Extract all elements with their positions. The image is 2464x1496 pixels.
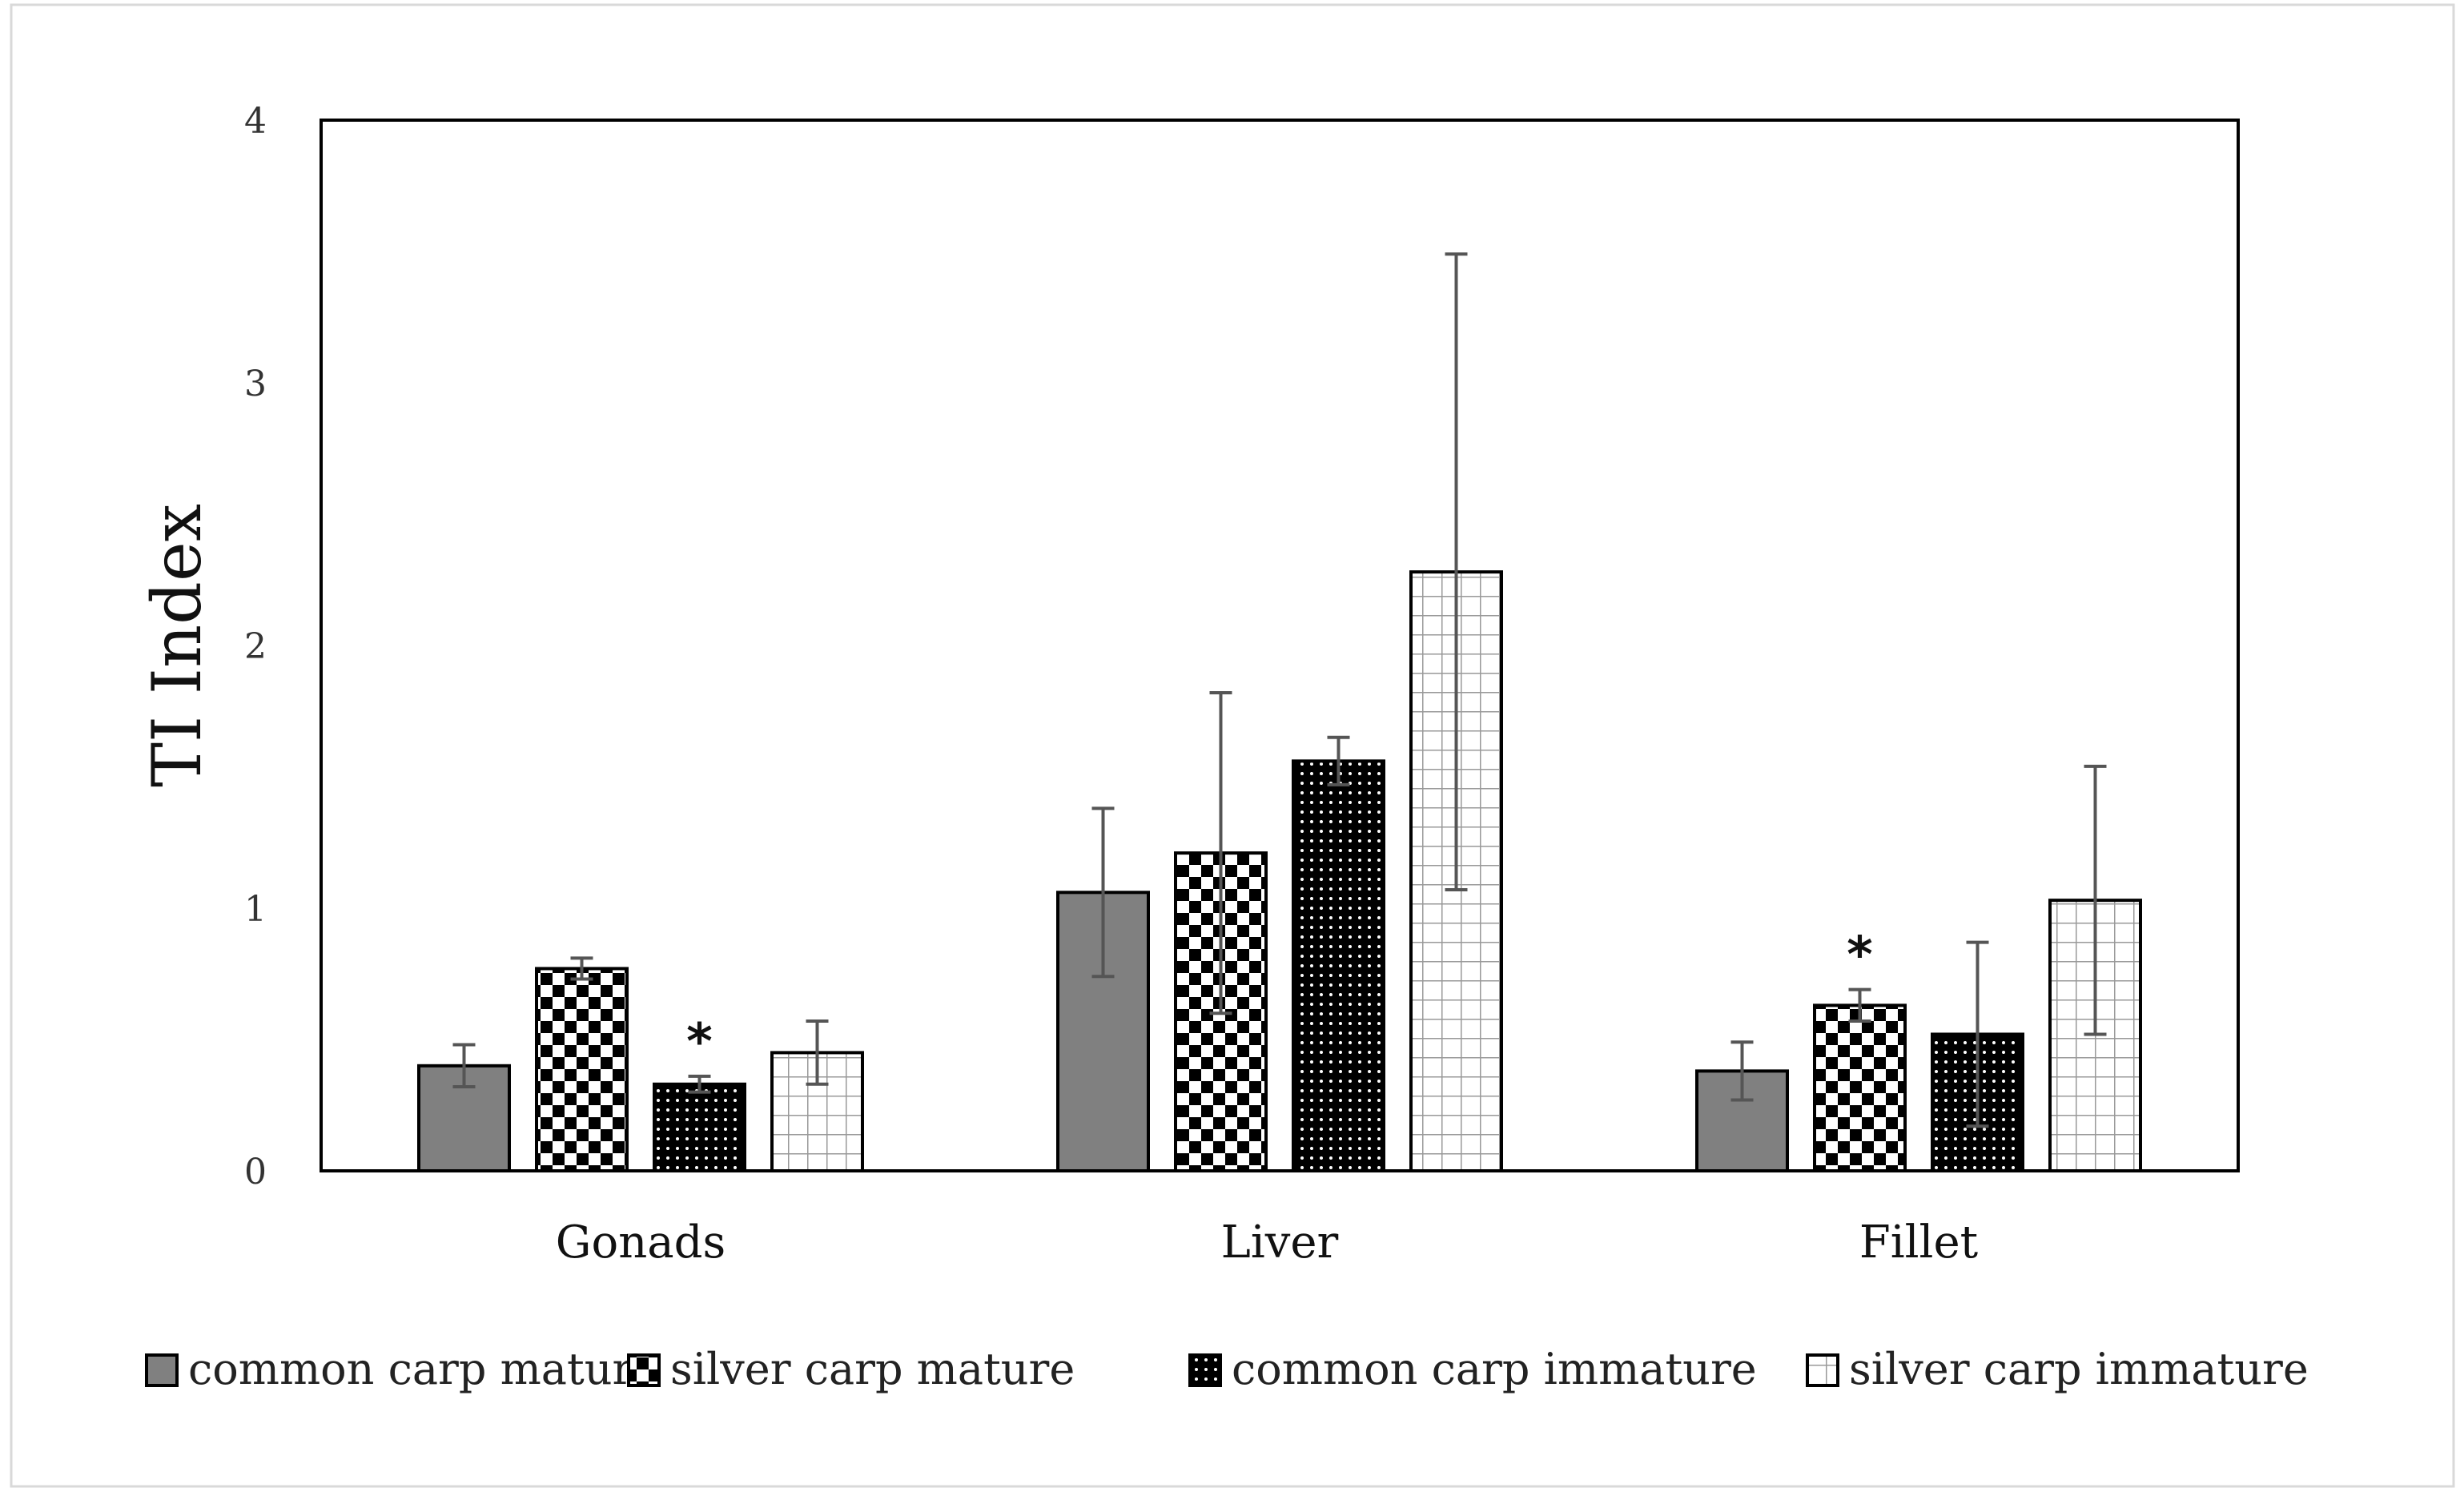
legend-swatch — [627, 1353, 661, 1387]
error-bar — [1730, 1040, 1754, 1102]
y-tick-label: 1 — [244, 889, 267, 930]
legend: common carp mature silver carp mature comm… — [145, 1344, 2309, 1394]
legend-label: silver carp mature — [670, 1344, 1075, 1394]
y-axis-title: TI Index — [138, 504, 216, 787]
legend-swatch — [1806, 1353, 1839, 1387]
legend-label: silver carp immature — [1849, 1344, 2309, 1394]
legend-label: common carp immature — [1232, 1344, 1757, 1394]
error-bar — [570, 956, 593, 981]
x-category-label: Gonads — [556, 1217, 726, 1269]
error-bar — [1966, 940, 1989, 1128]
figure-frame — [10, 3, 2455, 1488]
error-bar — [1848, 987, 1871, 1023]
legend-swatch — [1188, 1353, 1222, 1387]
significance-marker: * — [1847, 926, 1872, 984]
bar-common-carp-immature-liver — [1292, 759, 1385, 1172]
significance-marker: * — [686, 1012, 712, 1071]
legend-swatch — [145, 1353, 179, 1387]
error-bar — [688, 1074, 711, 1094]
y-tick-label: 0 — [244, 1152, 267, 1192]
error-bar — [1327, 735, 1350, 786]
x-category-label: Fillet — [1859, 1217, 1979, 1269]
error-bar — [1209, 691, 1232, 1015]
bar-silver-carp-mature-fillet — [1813, 1003, 1907, 1172]
error-bar — [806, 1019, 829, 1086]
bar-silver-carp-mature-gonads — [535, 967, 629, 1172]
legend-label: common carp mature — [188, 1344, 658, 1394]
y-tick-label: 4 — [244, 101, 267, 142]
error-bar — [452, 1043, 476, 1089]
x-category-label: Liver — [1221, 1217, 1339, 1269]
y-tick-label: 2 — [244, 626, 267, 667]
bar-common-carp-immature-gonads — [653, 1082, 746, 1173]
y-tick-label: 3 — [244, 364, 267, 404]
plot-area — [320, 119, 2240, 1172]
error-bar — [1091, 806, 1115, 979]
error-bar — [1445, 252, 1468, 892]
error-bar — [2084, 764, 2107, 1036]
